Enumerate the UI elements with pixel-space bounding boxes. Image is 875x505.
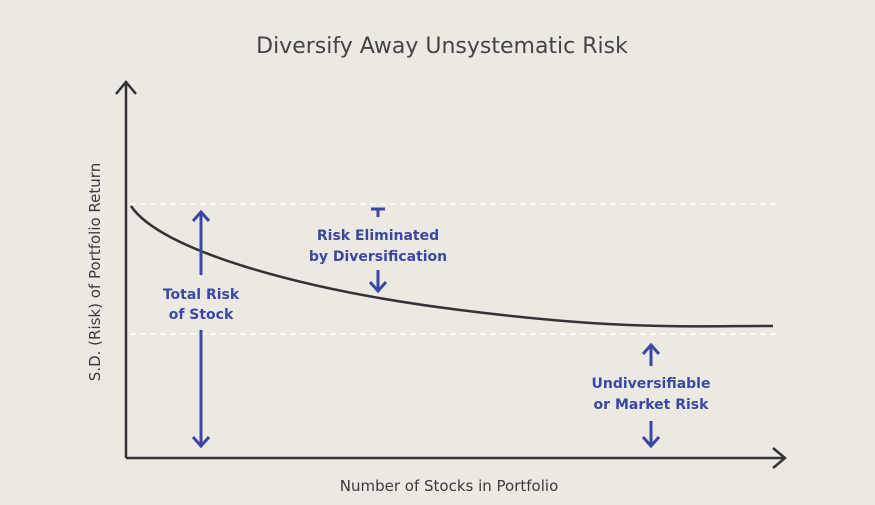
limit-mark [371,207,385,217]
annotation: Risk Eliminated [317,228,439,244]
down-arrow [368,270,388,294]
down-arrow [641,421,661,449]
annotation: Total Risk [163,287,240,303]
up-arrow [191,209,211,275]
y-axis-label: S.D. (Risk) of Portfolio Return [86,163,104,381]
annotation: Undiversifiable [592,376,711,392]
x-axis-label: Number of Stocks in Portfolio [340,477,559,495]
annotation: by Diversification [309,249,447,265]
y-axis [115,80,137,458]
annotation: or Market Risk [594,397,710,413]
down-arrow [191,330,211,449]
x-axis [126,447,787,469]
title: Diversify Away Unsystematic Risk [256,34,628,59]
up-arrow [641,342,661,366]
risk-curve [129,205,774,328]
annotation: of Stock [169,307,234,323]
